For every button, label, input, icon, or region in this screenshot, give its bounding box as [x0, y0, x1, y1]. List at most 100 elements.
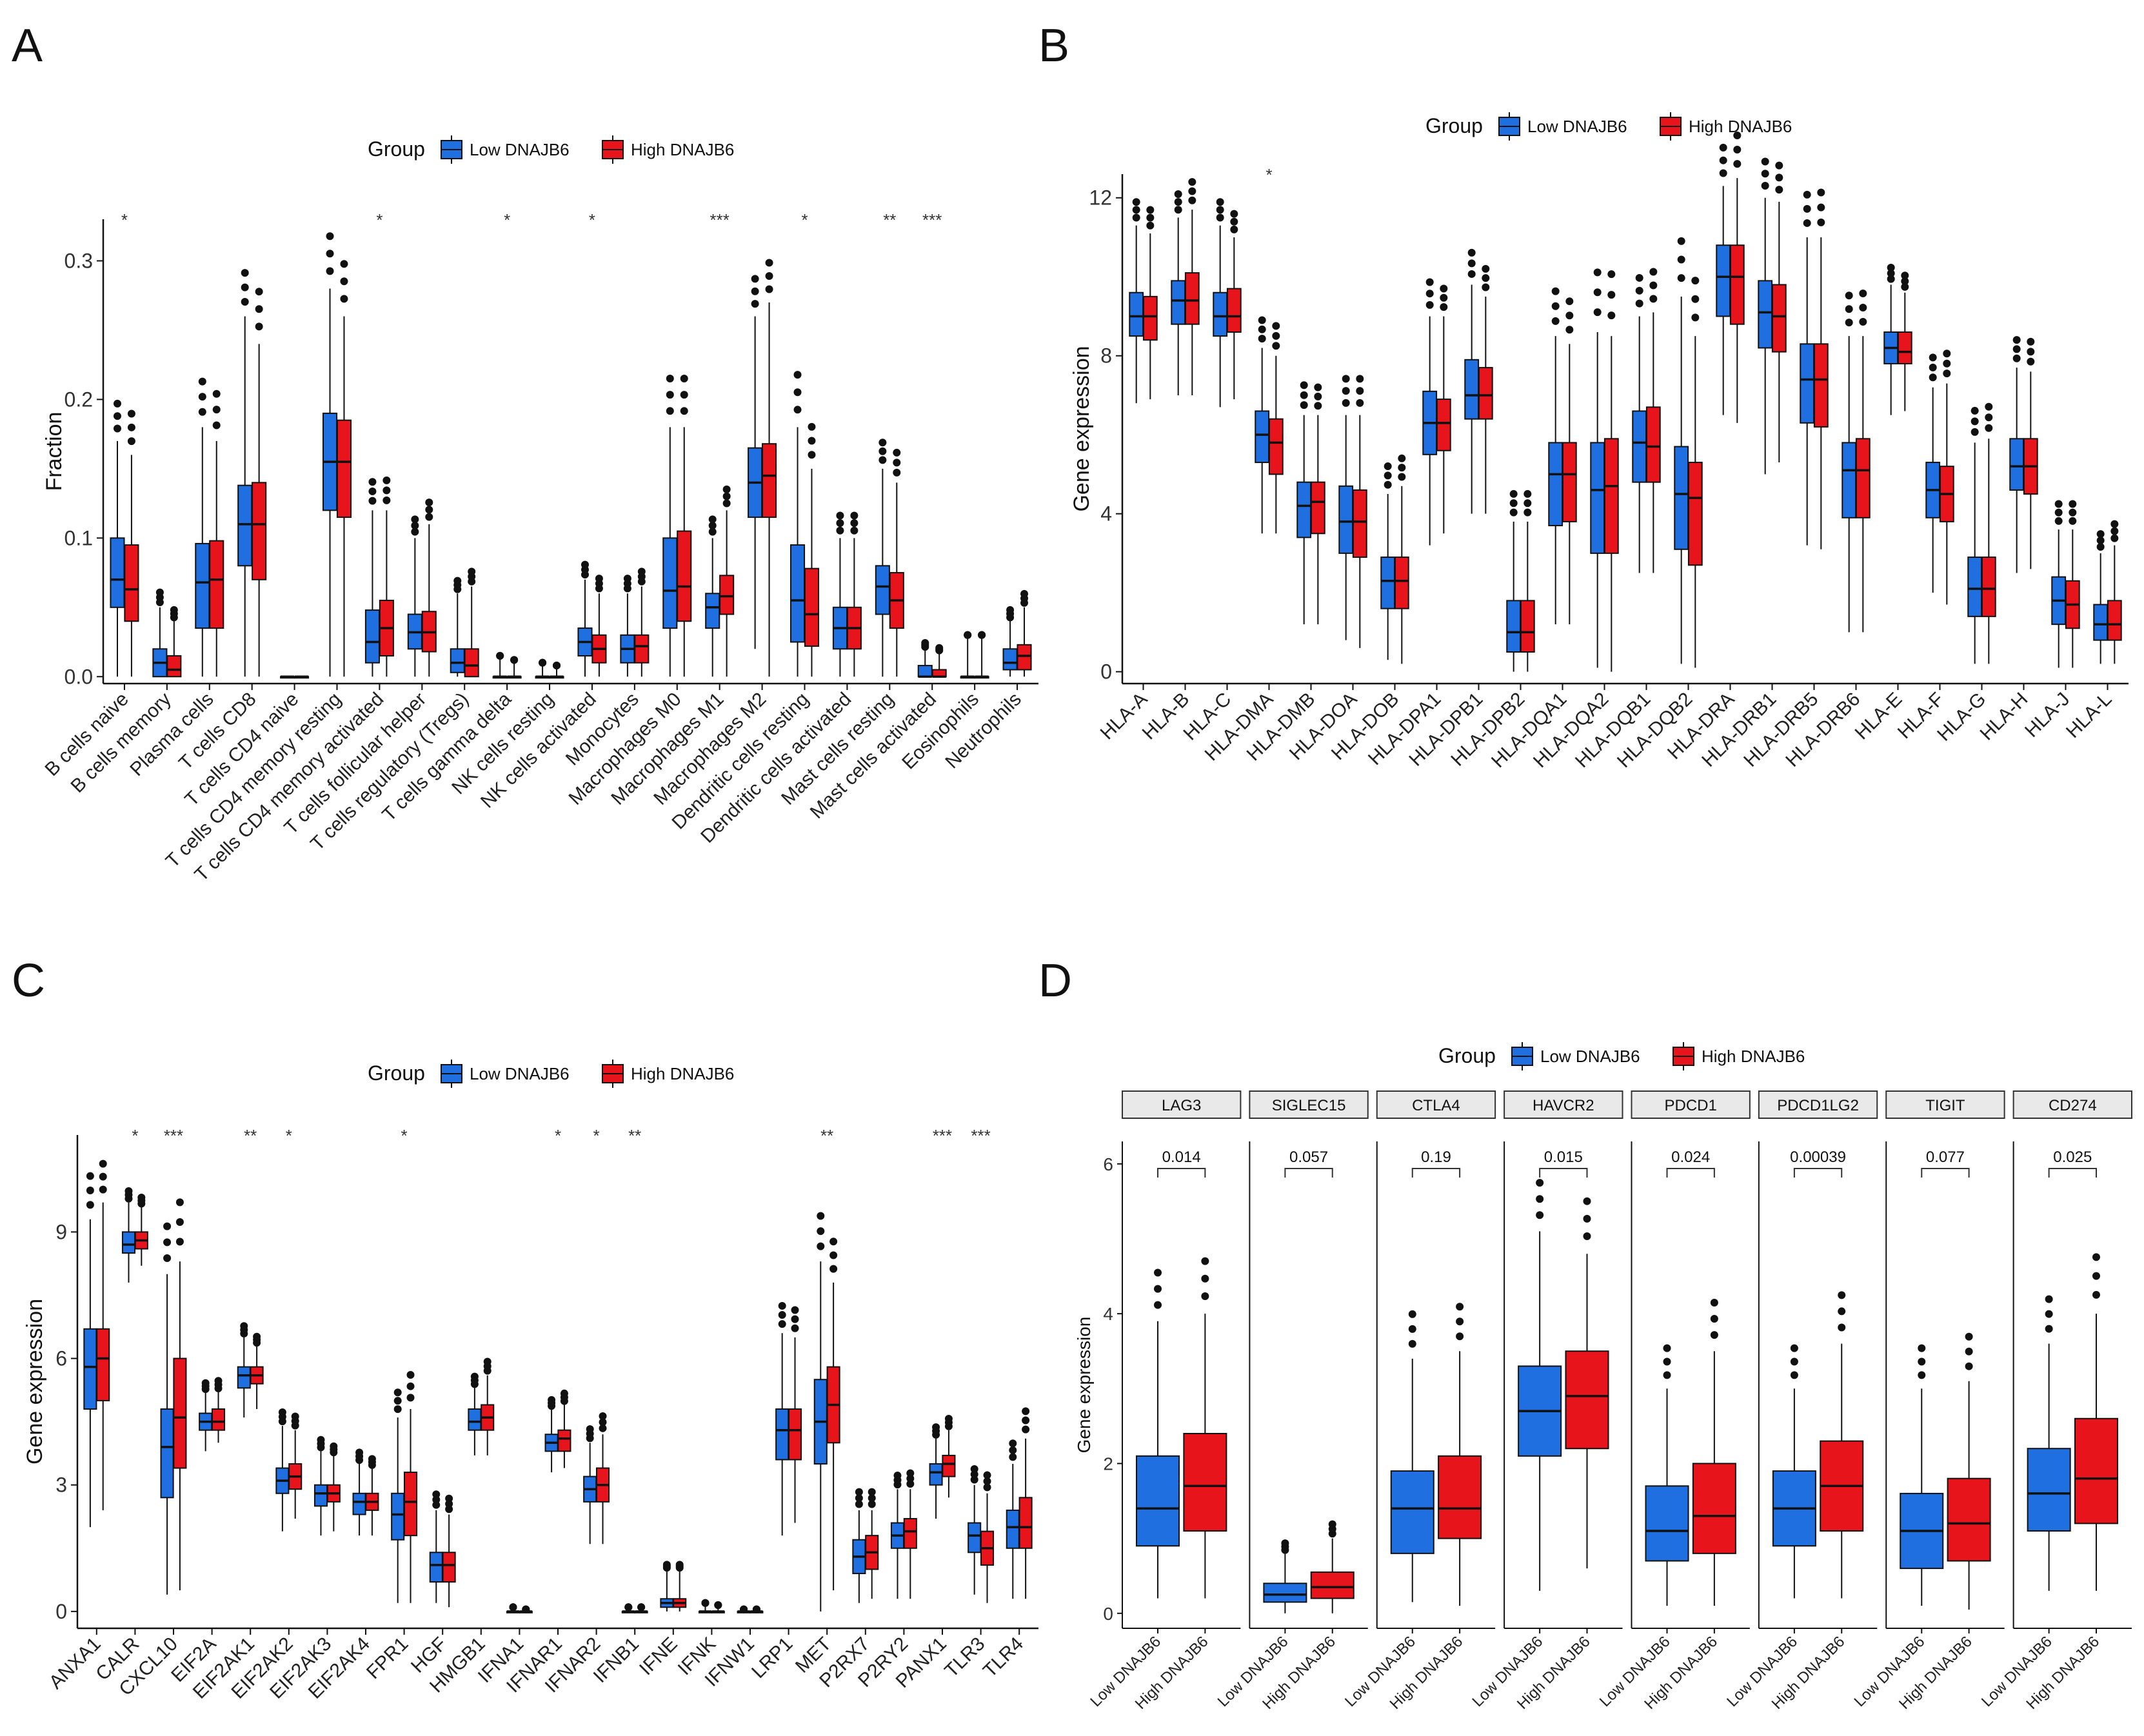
- x-tick-label: FPR1: [362, 1633, 413, 1684]
- y-tick-label: 12: [1089, 186, 1112, 210]
- outlier-point: [1649, 268, 1658, 276]
- box-high: [1226, 210, 1242, 400]
- outlier-point: [127, 437, 135, 446]
- outlier-point: [1509, 489, 1518, 498]
- outlier-point: [708, 528, 717, 536]
- box: [1171, 280, 1186, 325]
- legend-title: Group: [1425, 114, 1483, 137]
- box-low: [492, 651, 508, 679]
- p-bracket: [1411, 1168, 1461, 1178]
- outlier-point: [212, 390, 221, 398]
- outlier-point: [1551, 317, 1560, 325]
- p-value: 0.077: [1926, 1149, 1965, 1166]
- outlier-point: [2027, 337, 2035, 346]
- outlier-point: [470, 1372, 479, 1381]
- panel-label-A: A: [12, 20, 43, 72]
- outlier-point: [382, 486, 391, 495]
- box: [705, 593, 720, 629]
- facet-strip: [1122, 1090, 1242, 1119]
- outlier-point: [1314, 392, 1322, 400]
- box-low: [1772, 1344, 1816, 1599]
- outlier-point: [2027, 348, 2035, 356]
- box-high: [1310, 383, 1325, 625]
- p-bracket: [1921, 1168, 1970, 1178]
- legend-title: Group: [368, 1061, 425, 1085]
- outlier-point: [1009, 1446, 1017, 1454]
- outlier-point: [944, 1415, 953, 1423]
- significance-mark: *: [132, 1126, 138, 1145]
- outlier-point: [793, 388, 802, 397]
- y-tick-label: 2: [1103, 1454, 1113, 1474]
- box-high: [711, 1601, 725, 1613]
- outlier-point: [1272, 331, 1280, 340]
- legend-B: Group Low DNAJB6 High DNAJB6: [1425, 112, 1792, 141]
- box-high: [1687, 277, 1703, 668]
- p-bracket: [1157, 1168, 1206, 1178]
- outlier-point: [1565, 311, 1574, 320]
- box-low: [1506, 489, 1522, 672]
- axes-A: 0.0 0.1 0.2 0.3 Fraction: [42, 219, 1038, 688]
- outlier-point: [425, 498, 433, 507]
- outlier-point: [1230, 217, 1238, 226]
- outlier-point: [425, 513, 433, 521]
- box: [929, 1463, 943, 1486]
- facet-strip: [2012, 1090, 2132, 1119]
- box-low: [1900, 1344, 1944, 1606]
- box-low: [1883, 264, 1899, 415]
- outlier-point: [878, 456, 887, 464]
- outlier-point: [2110, 534, 2119, 542]
- significance-mark: **: [244, 1126, 257, 1145]
- box-high: [980, 1471, 995, 1603]
- box: [1645, 406, 1661, 483]
- outlier-point: [624, 1603, 633, 1612]
- outlier-point: [1201, 1257, 1209, 1265]
- outlier-point: [1408, 1310, 1416, 1318]
- outlier-point: [751, 300, 759, 308]
- box-high: [1183, 1257, 1227, 1599]
- outlier-point: [1022, 1425, 1030, 1434]
- outlier-point: [1258, 325, 1266, 333]
- box-high: [1981, 402, 1996, 664]
- outlier-point: [1583, 1232, 1591, 1241]
- p-value: 0.00039: [1790, 1149, 1846, 1166]
- box-low: [391, 1388, 405, 1603]
- box-low: [506, 1603, 521, 1613]
- box-high: [1018, 1407, 1033, 1599]
- outlier-point: [595, 575, 603, 583]
- outlier-point: [2110, 527, 2119, 535]
- box: [1438, 1455, 1482, 1539]
- outlier-point: [255, 305, 263, 313]
- outlier-point: [253, 1332, 261, 1341]
- outlier-point: [623, 575, 631, 583]
- outlier-point: [368, 497, 377, 505]
- outlier-point: [808, 422, 816, 431]
- outlier-point: [906, 1474, 915, 1483]
- legend-label-low: Low DNAJB6: [1540, 1047, 1640, 1066]
- outlier-point: [666, 407, 674, 415]
- outlier-point: [1691, 277, 1700, 285]
- outlier-point: [1201, 1292, 1209, 1300]
- box: [252, 482, 267, 580]
- box-low: [83, 1172, 97, 1528]
- outlier-point: [740, 1605, 748, 1613]
- outlier-point: [1710, 1298, 1718, 1307]
- outlier-point: [1887, 275, 1895, 283]
- outlier-point: [1918, 1371, 1926, 1379]
- box-high: [1184, 178, 1200, 395]
- outlier-point: [1188, 196, 1196, 204]
- box-high: [1394, 454, 1409, 664]
- axes-D: 0 2 4 6 Gene expression: [1074, 1154, 1122, 1624]
- outlier-point: [2092, 1290, 2100, 1299]
- outlier-point: [382, 496, 391, 504]
- outlier-point: [637, 567, 646, 576]
- significance-mark: *: [121, 210, 128, 230]
- box-low: [1716, 143, 1731, 415]
- box: [1338, 485, 1354, 554]
- significance-mark: *: [589, 210, 595, 230]
- box-low: [621, 1603, 635, 1613]
- box: [1981, 557, 1996, 617]
- outlier-point: [1635, 286, 1643, 295]
- box: [804, 567, 820, 647]
- box: [1645, 1485, 1689, 1562]
- facet-title: SIGLEC15: [1272, 1097, 1346, 1114]
